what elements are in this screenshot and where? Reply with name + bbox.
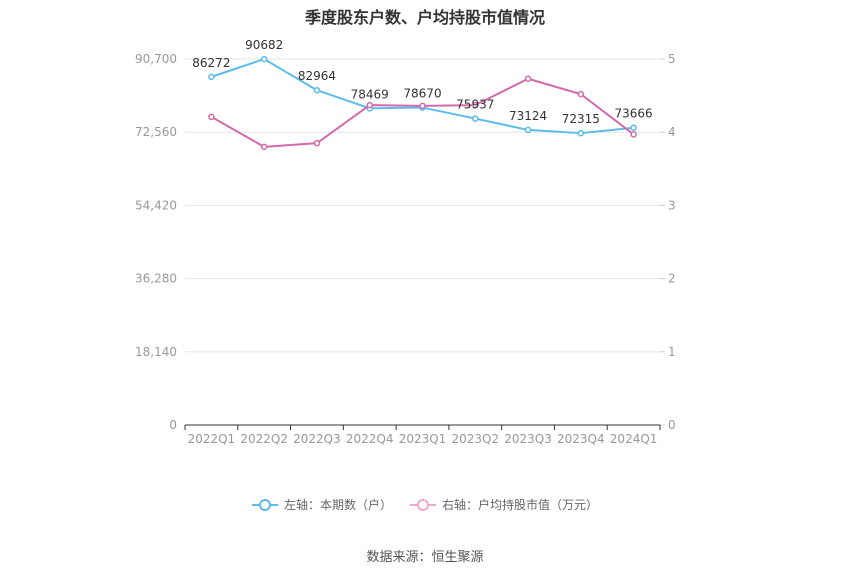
x-tick-label: 2023Q3 (504, 432, 552, 446)
data-label: 78469 (351, 87, 389, 101)
x-tick-label: 2023Q1 (399, 432, 447, 446)
series-point-0 (577, 129, 585, 137)
x-tick-label: 2024Q1 (610, 432, 658, 446)
legend-item-left-series[interactable]: 左轴：本期数（户） (251, 496, 392, 513)
y-left-tick-label: 90,700 (135, 52, 177, 66)
legend-label-left-series: 左轴：本期数（户） (283, 498, 392, 512)
series-point-1 (524, 75, 532, 83)
data-source: 数据来源：恒生聚源 (366, 550, 484, 565)
legend-item-right-series[interactable]: 右轴：户均持股市值（万元） (410, 496, 598, 513)
series-point-0 (630, 124, 637, 131)
data-label: 73666 (615, 107, 653, 121)
axes: 0 0 18,140 1 36,280 2 54,420 3 72,560 4 90,700 5 202… (135, 52, 676, 446)
data-label: 73124 (509, 109, 547, 123)
series-point-0 (260, 55, 268, 63)
legend-line-marker-pink-icon (410, 498, 436, 511)
series-point-1 (260, 143, 268, 151)
data-label: 82964 (298, 69, 336, 83)
data-label: 75937 (456, 98, 494, 112)
y-left-tick-label: 72,560 (135, 125, 177, 139)
series-point-1 (630, 131, 637, 138)
y-left-tick-label: 36,280 (135, 272, 177, 286)
data-label: 86272 (192, 56, 230, 70)
data-labels: 86272 90682 82964 78469 78670 75937 73124 72315… (192, 38, 652, 126)
data-label: 90682 (245, 38, 283, 52)
x-tick-label: 2022Q4 (346, 432, 394, 446)
y-right-tick-label: 3 (668, 198, 676, 212)
data-label: 78670 (403, 87, 441, 101)
series-point-1 (419, 102, 426, 110)
y-right-tick-label: 5 (668, 52, 676, 66)
x-tick-label: 2023Q2 (451, 432, 499, 446)
series-point-0 (472, 115, 479, 122)
x-tick-label: 2022Q3 (293, 432, 341, 446)
data-label: 72315 (562, 112, 600, 126)
series-point-0 (524, 126, 532, 134)
chart-plot: 0 0 18,140 1 36,280 2 54,420 3 72,560 4 90,700 5 202… (135, 38, 676, 446)
legend-line-marker-blue-icon (251, 498, 278, 511)
series-point-1 (366, 101, 373, 109)
y-right-tick-label: 0 (668, 418, 676, 432)
y-right-tick-label: 1 (668, 345, 676, 359)
series-point-1 (577, 90, 585, 98)
x-tick-label: 2022Q2 (240, 432, 288, 446)
chart-title: 季度股东户数、户均持股市值情况 (304, 8, 545, 27)
series-point-0 (313, 86, 321, 94)
x-tick-label: 2022Q1 (188, 432, 236, 446)
y-left-tick-label: 54,420 (135, 198, 177, 212)
legend-label-right-series: 右轴：户均持股市值（万元） (442, 498, 599, 512)
legend: 左轴：本期数（户） 右轴：户均持股市值（万元） (0, 496, 850, 513)
y-left-tick-label: 18,140 (135, 345, 177, 359)
series-point-1 (313, 139, 321, 147)
series-point-1 (472, 101, 479, 109)
series-layer (208, 55, 637, 151)
series-point-1 (208, 113, 215, 121)
series-point-0 (208, 73, 215, 81)
y-right-tick-label: 4 (668, 125, 676, 139)
y-left-tick-label: 0 (169, 418, 177, 432)
x-tick-label: 2023Q4 (557, 432, 605, 446)
y-right-tick-label: 2 (668, 272, 676, 286)
